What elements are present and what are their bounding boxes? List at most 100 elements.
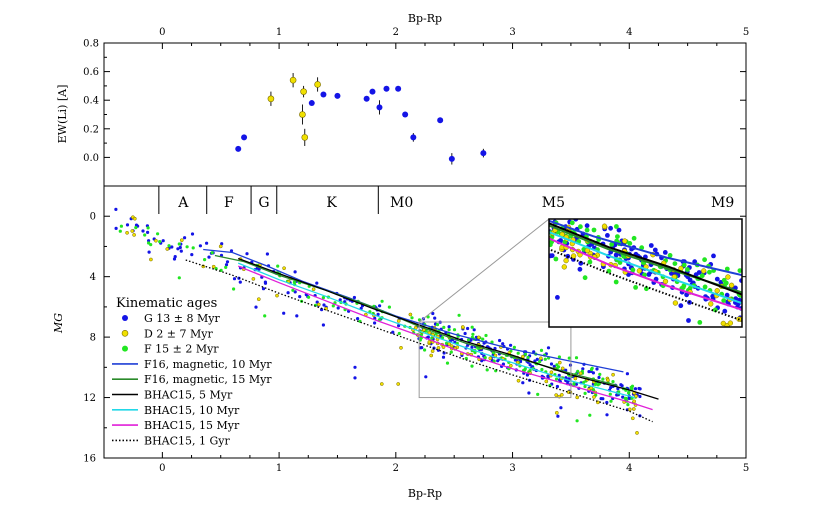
lithium-y-tick-label: 0.6 <box>83 67 99 78</box>
cmd-star-g <box>147 239 151 243</box>
cmd-star-g <box>552 364 556 368</box>
cmd-star-d <box>635 431 639 435</box>
cmd-star-f <box>492 359 496 363</box>
cmd-star-f <box>629 385 633 389</box>
cmd-star-d <box>554 410 559 415</box>
cmd-star-g <box>353 365 357 369</box>
inset-star-d <box>563 257 569 264</box>
cmd-star-g <box>528 363 532 367</box>
cmd-star-g <box>574 382 579 386</box>
cmd-star-g <box>595 367 599 371</box>
cmd-star-f <box>627 391 631 395</box>
cmd-star-g <box>633 387 638 391</box>
cmd-star-d <box>488 356 493 361</box>
inset-star-f <box>627 241 633 246</box>
cmd-star-f <box>276 264 280 268</box>
legend-label-3: F16, magnetic, 10 Myr <box>144 358 272 371</box>
lithium-point-g <box>480 150 487 157</box>
legend-label-1: D 2 ± 7 Myr <box>144 327 213 340</box>
inset-star-d <box>728 282 735 288</box>
cmd-star-g <box>433 316 437 320</box>
cmd-star-g <box>546 374 550 378</box>
legend-label-6: BHAC15, 10 Myr <box>144 404 240 417</box>
inset-star-f <box>667 253 673 258</box>
cmd-star-g <box>557 373 561 377</box>
inset-star-g <box>662 250 668 255</box>
cmd-star-g <box>353 376 357 380</box>
inset-star-f <box>721 298 727 303</box>
cmd-star-f <box>593 382 597 386</box>
cmd-star-d <box>460 325 465 329</box>
cmd-star-d <box>149 257 153 262</box>
cmd-star-f <box>470 364 474 368</box>
lithium-point-d <box>267 95 275 103</box>
cmd-star-d <box>256 297 261 302</box>
cmd-star-f <box>543 357 547 361</box>
cmd-star-f <box>598 372 602 376</box>
cmd-star-g <box>627 396 631 400</box>
legend-marker-0 <box>122 315 128 321</box>
cmd-star-f <box>263 314 267 318</box>
lithium-point-g <box>448 155 455 162</box>
cmd-star-g <box>265 252 269 256</box>
cmd-star-d <box>311 287 316 292</box>
cmd-star-g <box>286 291 290 295</box>
inset-star-g <box>722 308 728 314</box>
inset-frame <box>548 218 743 328</box>
cmd-star-f <box>331 304 335 308</box>
inset-star-g <box>616 227 622 233</box>
inset-star-f <box>702 284 708 290</box>
cmd-star-g <box>420 346 424 350</box>
cmd-star-d <box>611 372 615 377</box>
cmd-star-d <box>631 407 636 411</box>
lithium-plot-area <box>235 73 487 165</box>
cmd-star-f <box>191 246 195 250</box>
inset-star-g <box>646 272 652 277</box>
cmd-star-g <box>190 232 195 236</box>
lithium-point-g <box>235 145 242 152</box>
cmd-star-f <box>540 367 544 372</box>
cmd-star-g <box>293 270 297 274</box>
cmd-star-g <box>322 303 326 307</box>
bottom-x-tick-label: 0 <box>159 463 165 474</box>
cmd-star-f <box>490 340 494 344</box>
cmd-star-g <box>338 298 342 302</box>
cmd-y-tick-label: 12 <box>83 393 96 404</box>
cmd-star-d <box>396 382 401 386</box>
cmd-star-g <box>559 406 563 410</box>
lithium-point-g <box>410 134 417 141</box>
inset-star-f <box>631 235 637 241</box>
cmd-star-g <box>172 257 177 261</box>
cmd-star-g <box>376 312 380 316</box>
cmd-y-tick-label: 4 <box>90 272 96 283</box>
inset-star-f <box>630 267 636 273</box>
cmd-star-g <box>525 373 530 377</box>
inset-star-f <box>582 275 588 281</box>
bottom-x-axis-label: Bp-Rp <box>408 487 442 500</box>
cmd-star-g <box>625 372 630 376</box>
cmd-star-f <box>452 328 457 332</box>
spectral-type-m9: M9 <box>711 195 734 211</box>
cmd-star-g <box>447 325 451 329</box>
cmd-star-g <box>378 304 382 308</box>
cmd-star-d <box>165 247 170 251</box>
lithium-point-g <box>383 85 390 92</box>
cmd-star-d <box>427 340 432 344</box>
cmd-star-g <box>170 245 174 249</box>
cmd-star-d <box>557 360 562 365</box>
cmd-star-d <box>592 395 596 399</box>
cmd-isochrone-5 <box>185 259 653 423</box>
cmd-star-g <box>501 362 505 366</box>
cmd-star-g <box>431 311 435 316</box>
inset-star-g <box>684 292 689 298</box>
inset-isochrone-0 <box>549 219 742 277</box>
inset-star-d <box>720 320 726 327</box>
cmd-star-g <box>114 226 118 230</box>
cmd-star-f <box>185 245 189 249</box>
cmd-star-d <box>218 244 223 249</box>
cmd-star-g <box>146 230 150 234</box>
bottom-x-tick-label: 4 <box>626 463 632 474</box>
cmd-star-g <box>637 386 641 391</box>
cmd-star-f <box>567 356 571 360</box>
